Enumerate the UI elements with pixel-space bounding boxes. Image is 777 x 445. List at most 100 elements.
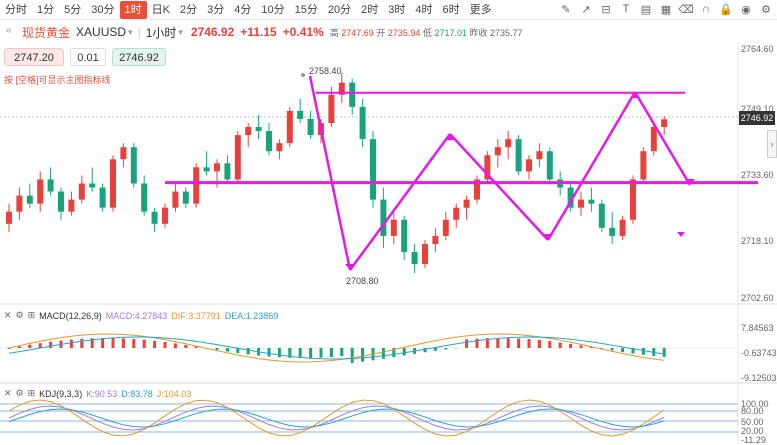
candle-body [360, 107, 366, 139]
candle-body [432, 236, 438, 244]
chevron-right-icon[interactable]: › [767, 130, 777, 158]
candle-body [370, 139, 376, 199]
candle-body [349, 83, 355, 107]
candle-body [37, 179, 43, 203]
candle-body [27, 196, 33, 204]
candle-body [651, 127, 657, 151]
macd-bar [226, 348, 229, 352]
macd-bar [507, 338, 510, 348]
dea-value: DEA:1.23869 [225, 311, 279, 321]
macd-bar [538, 340, 541, 348]
macd-bar [174, 343, 177, 348]
candle-body [204, 167, 210, 171]
macd-bar [663, 348, 666, 357]
candle-body [110, 159, 116, 207]
candle-body [131, 147, 137, 183]
candle-body [599, 204, 605, 228]
candle-body [443, 220, 449, 236]
macd-bar [268, 348, 271, 357]
macd-bar [299, 348, 302, 358]
high-marker [301, 73, 305, 77]
candle-body [79, 183, 85, 199]
macd-title: MACD(12,26,9) [39, 311, 102, 321]
macd-bar [642, 348, 645, 355]
macd-tick-2: -9.12503 [741, 373, 777, 383]
candle-body [16, 196, 22, 212]
macd-bar [434, 348, 437, 351]
macd-bar [101, 338, 104, 348]
macd-bar [444, 348, 447, 349]
main_axis-tick-2: 2733.60 [741, 170, 774, 180]
candle-body [68, 200, 74, 212]
close-icon[interactable]: ✕ [4, 310, 12, 321]
macd-bar [122, 338, 125, 348]
macd-bar [309, 348, 312, 358]
kdj-title: KDJ(9,3,3) [39, 389, 82, 399]
candle-body [172, 192, 178, 208]
candle-body [256, 127, 262, 131]
kdj-tick-1: 80.00 [741, 406, 764, 416]
macd-bar [465, 339, 468, 348]
candle-body [495, 147, 501, 155]
candle-body [183, 192, 189, 204]
macd-bar [548, 341, 551, 348]
close-icon[interactable]: ✕ [4, 388, 12, 399]
candle-body [536, 151, 542, 159]
candle-body [578, 200, 584, 208]
high-marker-label: 2758.40 [309, 66, 342, 76]
candle-body [297, 111, 303, 119]
add-icon[interactable]: ⊞ [28, 388, 36, 399]
macd-bar [164, 342, 167, 348]
macd-bar [216, 348, 219, 350]
macd-bar [351, 348, 354, 363]
macd-bar [39, 343, 42, 348]
macd-bar [580, 345, 583, 348]
macd-bar [559, 342, 562, 348]
candle-body [224, 163, 230, 179]
macd-bar [476, 339, 479, 348]
macd-bar [18, 346, 21, 348]
macd-bar [112, 338, 115, 348]
candle-body [640, 151, 646, 179]
candle-body [516, 139, 522, 171]
d-value: D:83.78 [121, 389, 153, 399]
macd-bar [361, 348, 364, 362]
macd-bar [382, 348, 385, 359]
candle-body [266, 131, 272, 151]
macd-bar [70, 340, 73, 348]
macd-tick-1: -0.63743 [741, 348, 777, 358]
last-price-tag: 2746.92 [739, 111, 775, 125]
dif-value: DIF:3.37791 [171, 311, 221, 321]
macd-tick-0: 7.84563 [741, 323, 774, 333]
candle-body [422, 244, 428, 264]
macd-bar [611, 348, 614, 350]
j-value: J:104.03 [157, 389, 192, 399]
candle-body [6, 212, 12, 224]
candle-body [588, 200, 594, 204]
macd-bar [278, 348, 281, 357]
macd-bar [403, 348, 406, 355]
add-icon[interactable]: ⊞ [28, 310, 36, 321]
macd-bar [496, 338, 499, 348]
forecast-path [548, 92, 635, 240]
candle-body [630, 179, 636, 219]
macd-bar [153, 341, 156, 348]
macd-bar [132, 339, 135, 348]
candle-body [276, 143, 282, 151]
candle-body [547, 151, 553, 179]
low-marker-label: 2708.80 [346, 276, 379, 286]
macd-bar [247, 348, 250, 354]
candle-body [120, 147, 126, 159]
candle-body [58, 192, 64, 212]
k-line [9, 406, 664, 430]
macd-bar [621, 348, 624, 352]
settings-icon[interactable]: ⚙ [16, 388, 24, 399]
candle-body [412, 252, 418, 264]
candle-body [661, 119, 667, 127]
main_axis-tick-0: 2764.60 [741, 44, 774, 54]
settings-icon[interactable]: ⚙ [16, 310, 24, 321]
candle-body [287, 111, 293, 143]
macd-bar [80, 339, 83, 348]
candle-body [214, 163, 220, 171]
